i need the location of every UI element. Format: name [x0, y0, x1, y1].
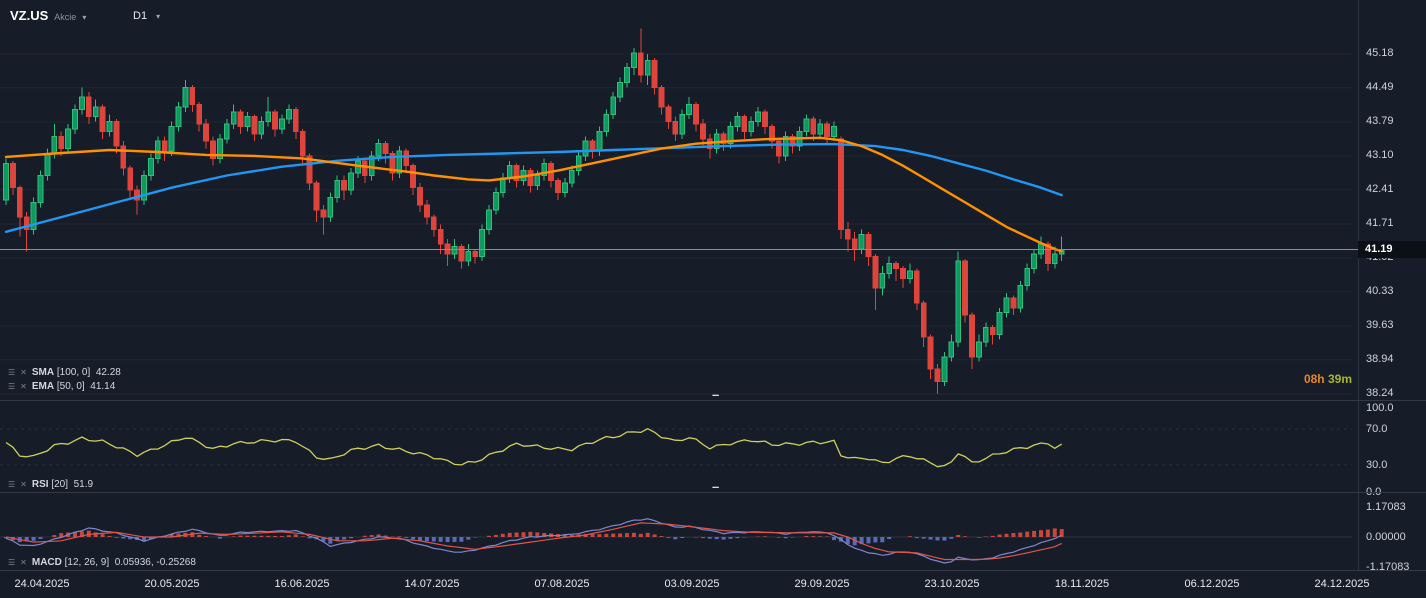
macd-line: [5, 518, 1062, 564]
time-axis-label: 29.09.2025: [794, 578, 850, 590]
time-axis-label: 18.11.2025: [1054, 578, 1110, 590]
sma-legend: ☰ ✕ SMA [100, 0] 42.28: [8, 367, 121, 378]
price-axis-label: 38.94: [1366, 352, 1394, 365]
rsi-line: [5, 428, 1063, 468]
price-axis-label: 40.33: [1366, 284, 1394, 297]
candlestick-series: [3, 28, 1065, 394]
price-axis-label: 41.71: [1366, 217, 1394, 229]
rsi-gridlines: [0, 428, 1352, 466]
price-axis-label: 44.49: [1366, 80, 1394, 93]
ema-label: EMA [50, 0] 41.14: [31, 381, 116, 392]
timeframe-dropdown-caret-icon: ▾: [156, 11, 161, 21]
rsi-panel-divider[interactable]: [0, 400, 1426, 401]
timeframe-label: D1: [133, 10, 148, 22]
time-axis-label: 16.06.2025: [274, 578, 330, 590]
time-axis-label: 03.09.2025: [664, 578, 720, 590]
countdown-hours: 08h: [1303, 372, 1325, 386]
rsi-axis-label: 100.0: [1366, 402, 1394, 414]
macd-label: MACD [12, 26, 9] 0.05936, -0.25268: [31, 557, 196, 568]
rsi-collapse-handle[interactable]: –: [712, 387, 720, 402]
time-axis-label: 14.07.2025: [404, 578, 460, 590]
price-axis-label: 45.18: [1366, 47, 1394, 59]
price-axis[interactable]: 45.1844.4943.7943.1042.4141.7141.0240.33…: [1358, 0, 1426, 573]
symbol-dropdown-caret-icon[interactable]: ▾: [82, 13, 87, 22]
price-axis-label: 38.24: [1366, 387, 1394, 399]
ema-legend: ☰ ✕ EMA [50, 0] 41.14: [8, 381, 115, 392]
instrument-type-label: Akcie: [54, 12, 77, 22]
time-axis[interactable]: 24.04.2025 20.05.2025 16.06.2025 14.07.2025…: [0, 570, 1426, 598]
rsi-legend: ☰ ✕ RSI [20] 51.9: [8, 479, 93, 490]
countdown-minutes: 39m: [1327, 372, 1352, 386]
rsi-axis-label: 30.0: [1366, 459, 1388, 471]
time-axis-label: 23.10.2025: [924, 578, 980, 590]
timeframe-selector[interactable]: D1 ▾: [133, 10, 160, 22]
macd-legend: ☰ ✕ MACD [12, 26, 9] 0.05936, -0.25268: [8, 557, 196, 568]
candle-countdown: 08h 39m: [1242, 372, 1352, 386]
price-axis-label: 42.41: [1366, 182, 1394, 195]
rsi-remove-icon[interactable]: ✕: [20, 479, 27, 489]
time-axis-label: 06.12.2025: [1184, 578, 1240, 590]
macd-axis-label: 1.17083: [1366, 501, 1406, 513]
current-price-value: 41.19: [1365, 243, 1393, 256]
instrument-header: VZ.US Akcie ▾: [10, 8, 86, 23]
chart-plot-area[interactable]: [0, 0, 1358, 570]
sma-line: [4, 142, 1063, 233]
sma-remove-icon[interactable]: ✕: [20, 367, 27, 377]
macd-panel-divider[interactable]: [0, 492, 1426, 493]
rsi-settings-icon[interactable]: ☰: [8, 479, 16, 489]
rsi-label: RSI [20] 51.9: [31, 479, 94, 490]
time-axis-label: 24.04.2025: [14, 578, 70, 590]
current-price-badge: 41.19: [1358, 240, 1426, 258]
ema-settings-icon[interactable]: ☰: [8, 381, 16, 391]
ema-remove-icon[interactable]: ✕: [20, 381, 27, 391]
rsi-axis-label: 70.0: [1366, 423, 1388, 435]
macd-axis-label: 0.00000: [1366, 531, 1406, 543]
time-axis-label: 20.05.2025: [144, 578, 200, 590]
time-axis-label: 07.08.2025: [534, 578, 590, 590]
macd-settings-icon[interactable]: ☰: [8, 557, 16, 567]
price-axis-label: 39.63: [1366, 318, 1394, 331]
price-gridlines: [0, 53, 1352, 395]
symbol-label[interactable]: VZ.US: [10, 8, 49, 23]
sma-label: SMA [100, 0] 42.28: [31, 367, 121, 378]
macd-collapse-handle[interactable]: –: [712, 479, 720, 494]
macd-remove-icon[interactable]: ✕: [20, 557, 27, 567]
sma-settings-icon[interactable]: ☰: [8, 367, 16, 377]
price-axis-label: 43.79: [1366, 115, 1394, 128]
price-axis-label: 43.10: [1366, 148, 1394, 161]
ema-line: [4, 136, 1063, 253]
macd-signal-line: [5, 522, 1062, 561]
time-axis-label: 24.12.2025: [1314, 578, 1370, 590]
